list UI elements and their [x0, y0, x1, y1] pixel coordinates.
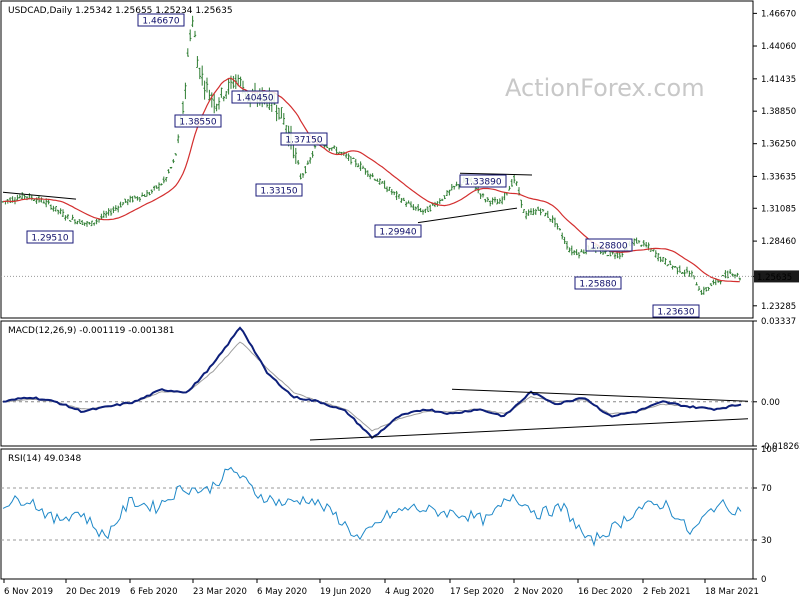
price-y-label: 1.31085: [761, 204, 796, 214]
x-axis-label: 4 Aug 2020: [385, 587, 434, 597]
price-header: USDCAD,Daily 1.25342 1.25655 1.25234 1.2…: [8, 6, 233, 16]
price-y-label: 1.33635: [761, 172, 796, 182]
macd-trend-line-lower: [309, 418, 749, 441]
price-annotation-label: 1.29940: [379, 228, 416, 238]
price-panel: [0, 0, 754, 319]
x-axis-label: 6 May 2020: [257, 587, 307, 597]
current-price-tag: [754, 270, 799, 283]
price-annotation-box: [459, 174, 507, 188]
x-axis-label: 18 Mar 2021: [705, 587, 759, 597]
price-y-label: 1.38850: [761, 107, 796, 117]
price-annotation-label: 1.33150: [260, 187, 297, 197]
price-annotation-box: [280, 132, 328, 146]
x-axis-label: 2 Feb 2021: [643, 587, 691, 597]
rsi-header: RSI(14) 49.0348: [8, 454, 81, 464]
x-axis-label: 6 Feb 2020: [130, 587, 178, 597]
rsi-y-label: 100: [761, 445, 777, 455]
current-price-label: 1.25635: [757, 273, 792, 283]
rsi-y-label: 70: [761, 484, 772, 494]
price-annotation-box: [652, 304, 700, 318]
price-annotation-box: [585, 238, 633, 252]
trend-line-support: [417, 207, 518, 224]
price-annotation-box: [174, 114, 222, 128]
macd-layer: [1, 326, 753, 441]
price-y-label: 1.46670: [761, 9, 796, 19]
price-annotation-label: 1.38550: [179, 118, 216, 128]
x-axis-label: 19 Jun 2020: [320, 587, 371, 597]
trend-line-left: [2, 191, 77, 200]
rsi-line: [2, 466, 742, 547]
price-annotation-label: 1.28800: [590, 242, 627, 252]
macd-y-label: 0.00: [761, 398, 780, 408]
rsi-y-label: 0: [761, 575, 766, 585]
macd-header: MACD(12,26,9) -0.001119 -0.001381: [8, 326, 174, 336]
price-y-label: 1.44060: [761, 42, 796, 52]
macd-y-label: -0.018262: [761, 442, 800, 452]
price-annotation-box: [231, 90, 279, 104]
price-annotation-label: 1.46670: [142, 17, 179, 27]
rsi-layer: [1, 466, 753, 547]
rsi-y-label: 30: [761, 536, 772, 546]
price-y-label: 1.41435: [761, 75, 796, 85]
price-annotation-box: [26, 230, 74, 244]
price-y-label: 1.23285: [761, 302, 796, 312]
price-annotation-label: 1.25880: [579, 280, 616, 290]
axes-layer: 6 Nov 2019 20 Dec 2019 6 Feb 2020 23 Mar 20…: [3, 9, 800, 597]
rsi-panel: [0, 448, 754, 580]
watermark: ActionForex.com: [505, 74, 705, 102]
macd-y-label: 0.03337: [761, 317, 796, 327]
price-annotation-label: 1.40450: [236, 94, 273, 104]
price-annotation-box: [574, 276, 622, 290]
macd-line: [2, 326, 742, 440]
macd-signal-line: [2, 341, 742, 432]
macd-trend-line-upper: [451, 388, 749, 402]
price-y-label: 1.28460: [761, 237, 796, 247]
x-axis-label: 20 Dec 2019: [66, 587, 120, 597]
macd-panel: [0, 320, 754, 447]
price-annotation-label: 1.33890: [464, 178, 501, 188]
trend-line-resistance: [459, 172, 533, 176]
price-annotation-box: [137, 13, 185, 27]
price-annotation-box: [374, 224, 422, 238]
price-annotation-box: [255, 183, 303, 197]
x-axis-label: 2 Nov 2020: [514, 587, 563, 597]
price-annotation-label: 1.29510: [31, 234, 68, 244]
x-axis-label: 6 Nov 2019: [4, 587, 53, 597]
x-axis-label: 17 Sep 2020: [450, 587, 504, 597]
price-annotation-label: 1.37150: [285, 136, 322, 146]
price-y-label: 1.36250: [761, 140, 796, 150]
moving-average-line: [2, 77, 740, 283]
x-axis-label: 16 Dec 2020: [578, 587, 632, 597]
x-axis-label: 23 Mar 2020: [193, 587, 247, 597]
price-annotation-label: 1.23630: [657, 308, 694, 318]
price-layer: 1.46670 1.40450 1.38550 1.37150 1.33150 1.295…: [1, 13, 753, 318]
